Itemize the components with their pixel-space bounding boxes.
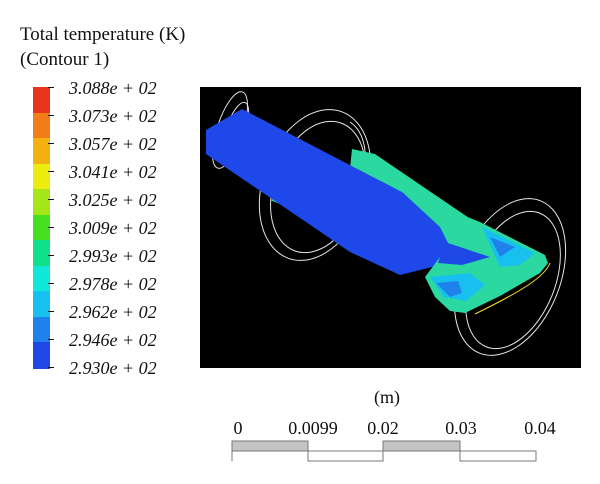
colorbar-band xyxy=(33,265,50,292)
colorbar-label: 3.088e + 02 xyxy=(69,78,157,98)
scale-segment xyxy=(382,440,461,452)
scale-segment xyxy=(459,450,537,462)
colorbar-band xyxy=(33,112,50,139)
colorbar-label: 2.978e + 02 xyxy=(69,274,157,294)
scale-segment xyxy=(231,440,309,452)
legend-title: Total temperature (K) (Contour 1) xyxy=(20,22,185,72)
colorbar-band xyxy=(33,138,50,165)
colorbar-tick xyxy=(48,199,54,200)
colorbar-band xyxy=(33,214,50,241)
colorbar-label: 2.946e + 02 xyxy=(69,330,157,350)
colorbar-label: 3.073e + 02 xyxy=(69,106,157,126)
legend-title-line-2: (Contour 1) xyxy=(20,49,110,70)
colorbar-label: 3.041e + 02 xyxy=(69,162,157,182)
colorbar-tick xyxy=(48,367,54,368)
colorbar-tick xyxy=(48,339,54,340)
colorbar-band xyxy=(33,291,50,318)
colorbar-label: 2.993e + 02 xyxy=(69,246,157,266)
contour-plot xyxy=(206,91,567,356)
scale-label: 0.04 xyxy=(524,418,556,438)
colorbar-tick xyxy=(48,87,54,88)
colorbar-band xyxy=(33,87,50,114)
contour-viewport xyxy=(200,87,581,368)
colorbar-label: 3.057e + 02 xyxy=(69,134,157,154)
colorbar-tick xyxy=(48,255,54,256)
colorbar-band xyxy=(33,342,50,369)
colorbar-tick xyxy=(48,227,54,228)
scale-label: 0.03 xyxy=(445,418,477,438)
colorbar-band xyxy=(33,240,50,267)
outlet-band xyxy=(490,237,515,257)
scale-unit: (m) xyxy=(374,387,400,407)
scale-label: 0.0099 xyxy=(288,418,338,438)
outlet-band xyxy=(436,281,462,297)
colorbar-tick xyxy=(48,283,54,284)
colorbar-band xyxy=(33,163,50,190)
scale-label: 0 xyxy=(233,418,243,438)
convergence-zone xyxy=(438,242,490,265)
main-plate-cold-region xyxy=(206,109,475,275)
colorbar-tick xyxy=(48,143,54,144)
scale-segment xyxy=(307,450,384,462)
scale-bar xyxy=(231,440,537,462)
scale-label: 0.02 xyxy=(367,418,399,438)
colorbar-band xyxy=(33,316,50,344)
colorbar-tick xyxy=(48,171,54,172)
colorbar-band xyxy=(33,189,50,216)
plate-edge-highlight xyxy=(474,262,551,315)
colorbar-label: 3.025e + 02 xyxy=(69,190,157,210)
colorbar-label: 2.962e + 02 xyxy=(69,302,157,322)
colorbar-label: 3.009e + 02 xyxy=(69,218,157,238)
temperature-colorbar xyxy=(33,87,50,369)
legend-title-line-1: Total temperature (K) xyxy=(20,24,186,45)
colorbar-tick xyxy=(48,311,54,312)
colorbar-label: 2.930e + 02 xyxy=(69,358,157,378)
colorbar-tick xyxy=(48,115,54,116)
